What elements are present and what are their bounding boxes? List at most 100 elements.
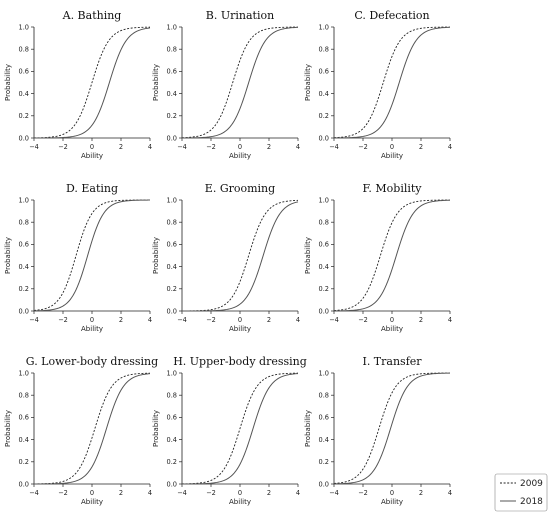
legend: 2009 2018 xyxy=(494,473,548,512)
y-axis-label: Probability xyxy=(152,64,160,101)
x-axis-label: Ability xyxy=(381,498,403,506)
x-tick-label: 2 xyxy=(119,489,123,497)
y-tick-label: 0.8 xyxy=(19,46,30,54)
panel-title: B. Urination xyxy=(206,9,274,22)
panel-7: G. Lower-body dressing −4 −2 0 2 4 0.0 0.2 0.4 0.… xyxy=(4,355,158,506)
x-tick-label: 2 xyxy=(267,143,271,151)
y-tick-label: 0.0 xyxy=(167,480,178,488)
y-axis-label: Probability xyxy=(304,64,312,101)
x-tick-label: −2 xyxy=(206,143,216,151)
y-tick-label: 0.2 xyxy=(19,285,30,293)
y-tick-label: 0.4 xyxy=(19,90,30,98)
y-tick-label: 0.6 xyxy=(319,68,330,76)
y-tick-label: 0.0 xyxy=(19,307,30,315)
y-tick-label: 0.6 xyxy=(19,241,30,249)
y-axis-label: Probability xyxy=(152,410,160,447)
x-tick-label: 0 xyxy=(90,489,94,497)
x-tick-label: −4 xyxy=(177,316,187,324)
y-tick-label: 1.0 xyxy=(167,369,178,377)
x-tick-label: 0 xyxy=(390,316,394,324)
x-tick-label: 4 xyxy=(448,143,452,151)
series-line-2018 xyxy=(33,373,151,485)
x-axis-label: Ability xyxy=(381,325,403,333)
series-line-2009 xyxy=(181,26,299,139)
series-line-2018 xyxy=(33,199,151,312)
y-tick-label: 0.4 xyxy=(19,263,30,271)
series-line-2018 xyxy=(182,373,299,485)
y-tick-label: 0.6 xyxy=(319,414,330,422)
y-tick-label: 0.8 xyxy=(319,46,330,54)
x-tick-label: 4 xyxy=(148,489,152,497)
y-tick-label: 0.4 xyxy=(19,436,30,444)
x-tick-label: 0 xyxy=(90,143,94,151)
legend-label-2018: 2018 xyxy=(520,497,543,507)
series-line-2018 xyxy=(333,372,451,485)
y-tick-label: 1.0 xyxy=(319,196,330,204)
series-line-2018 xyxy=(333,199,451,312)
series-line-2009 xyxy=(33,199,150,311)
y-axis-label: Probability xyxy=(4,410,12,447)
y-tick-label: 0.6 xyxy=(19,68,30,76)
y-tick-label: 1.0 xyxy=(319,23,330,31)
legend-label-2009: 2009 xyxy=(520,479,543,489)
x-axis-label: Ability xyxy=(229,498,251,506)
y-tick-label: 0.6 xyxy=(19,414,30,422)
series-line-2009 xyxy=(181,199,299,312)
y-tick-label: 0.4 xyxy=(167,263,178,271)
panel-3: C. Defecation −4 −2 0 2 4 0.0 0.2 0.4 0.6 0.8 1.0 Ab… xyxy=(304,9,452,160)
y-tick-label: 0.4 xyxy=(319,263,330,271)
y-tick-label: 0.0 xyxy=(319,134,330,142)
series-line-2018 xyxy=(181,26,299,139)
panel-2: B. Urination −4 −2 0 2 4 0.0 0.2 0.4 0.6 0.8 1.0 Abi… xyxy=(152,9,300,160)
x-tick-label: 2 xyxy=(119,143,123,151)
y-tick-label: 0.4 xyxy=(167,90,178,98)
y-tick-label: 1.0 xyxy=(167,196,178,204)
y-tick-label: 0.6 xyxy=(167,241,178,249)
y-tick-label: 0.0 xyxy=(19,480,30,488)
x-tick-label: −2 xyxy=(206,316,216,324)
x-axis-label: Ability xyxy=(229,152,251,160)
series-line-2018 xyxy=(182,201,299,312)
x-tick-label: −2 xyxy=(358,143,368,151)
y-axis-label: Probability xyxy=(152,237,160,274)
panel-5: E. Grooming −4 −2 0 2 4 0.0 0.2 0.4 0.6 0.8 1.0 Abil… xyxy=(152,182,300,333)
x-axis-label: Ability xyxy=(81,325,103,333)
x-tick-label: −2 xyxy=(358,489,368,497)
x-tick-label: −4 xyxy=(177,489,187,497)
y-tick-label: 0.0 xyxy=(319,480,330,488)
panel-title: E. Grooming xyxy=(205,182,275,195)
y-tick-label: 0.0 xyxy=(19,134,30,142)
y-axis-label: Probability xyxy=(4,237,12,274)
panel-title: A. Bathing xyxy=(62,9,122,22)
panel-title: G. Lower-body dressing xyxy=(26,355,158,368)
x-tick-label: 2 xyxy=(419,143,423,151)
y-tick-label: 0.6 xyxy=(167,68,178,76)
x-tick-label: 2 xyxy=(119,316,123,324)
y-axis-label: Probability xyxy=(4,64,12,101)
x-tick-label: 0 xyxy=(390,143,394,151)
y-tick-label: 0.2 xyxy=(167,285,178,293)
y-tick-label: 0.6 xyxy=(167,414,178,422)
x-tick-label: 4 xyxy=(148,143,152,151)
panel-1: A. Bathing −4 −2 0 2 4 0.0 0.2 0.4 0.6 0.8 1.0 Abili… xyxy=(4,9,152,160)
x-tick-label: 2 xyxy=(419,489,423,497)
y-tick-label: 0.6 xyxy=(319,241,330,249)
x-tick-label: 2 xyxy=(419,316,423,324)
axis-spines xyxy=(181,200,298,312)
x-tick-label: 4 xyxy=(296,143,300,151)
y-axis-label: Probability xyxy=(304,410,312,447)
x-tick-label: −2 xyxy=(58,316,68,324)
y-tick-label: 0.2 xyxy=(19,458,30,466)
x-axis-label: Ability xyxy=(381,152,403,160)
panel-4: D. Eating −4 −2 0 2 4 0.0 0.2 0.4 0.6 0.8 1.0 Abilit… xyxy=(4,182,152,333)
x-tick-label: 0 xyxy=(238,143,242,151)
series-line-2018 xyxy=(333,26,451,139)
y-tick-label: 0.8 xyxy=(319,392,330,400)
y-axis-label: Probability xyxy=(304,237,312,274)
y-tick-label: 0.8 xyxy=(19,219,30,227)
y-tick-label: 1.0 xyxy=(319,369,330,377)
y-tick-label: 0.2 xyxy=(319,112,330,120)
y-tick-label: 0.8 xyxy=(167,46,178,54)
panel-8: H. Upper-body dressing −4 −2 0 2 4 0.0 0.2 0.4 0.… xyxy=(152,355,307,506)
